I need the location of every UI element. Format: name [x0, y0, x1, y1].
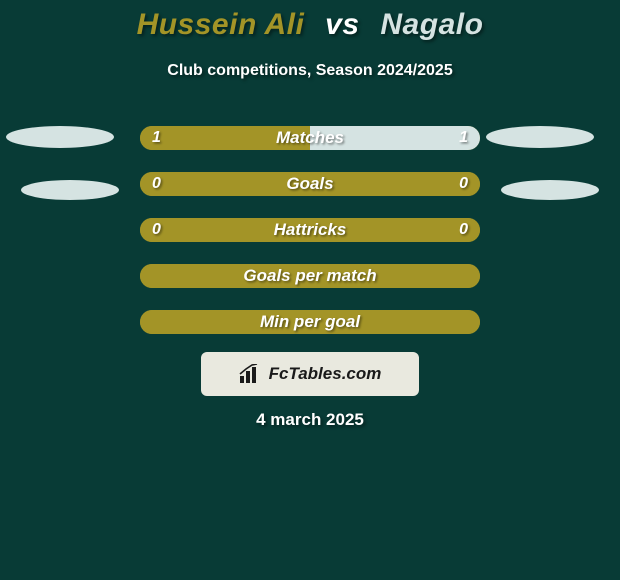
- badge-text: FcTables.com: [269, 364, 382, 384]
- stat-row: Hattricks0 0: [140, 218, 480, 242]
- stat-row: Goals per match: [140, 264, 480, 288]
- decorative-ellipse: [501, 180, 599, 200]
- stat-value-left: 0: [152, 172, 161, 196]
- page-title: Hussein Ali vs Nagalo: [0, 8, 620, 42]
- subtitle: Club competitions, Season 2024/2025: [0, 62, 620, 80]
- stat-label: Goals per match: [140, 264, 480, 288]
- stat-label: Hattricks: [140, 218, 480, 242]
- stat-value-right: 1: [459, 126, 468, 150]
- stat-row: Min per goal: [140, 310, 480, 334]
- stat-value-left: 0: [152, 218, 161, 242]
- stat-value-left: 1: [152, 126, 161, 150]
- title-player1: Hussein Ali: [137, 8, 305, 41]
- stat-label: Min per goal: [140, 310, 480, 334]
- decorative-ellipse: [6, 126, 114, 148]
- stat-value-right: 0: [459, 218, 468, 242]
- decorative-ellipse: [21, 180, 119, 200]
- stat-value-right: 0: [459, 172, 468, 196]
- date-label: 4 march 2025: [0, 410, 620, 430]
- stat-label: Matches: [140, 126, 480, 150]
- title-vs: vs: [325, 8, 359, 41]
- stat-label: Goals: [140, 172, 480, 196]
- stat-row: Goals0 0: [140, 172, 480, 196]
- title-player2: Nagalo: [380, 8, 483, 41]
- comparison-canvas: Hussein Ali vs Nagalo Club competitions,…: [0, 0, 620, 580]
- decorative-ellipse: [486, 126, 594, 148]
- stat-row: Matches1 1: [140, 126, 480, 150]
- fctables-badge: FcTables.com: [201, 352, 419, 396]
- bars-icon: [239, 364, 263, 384]
